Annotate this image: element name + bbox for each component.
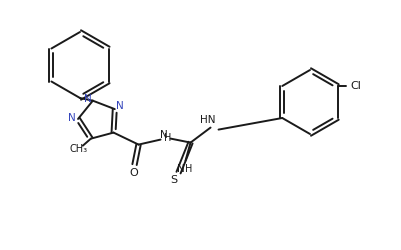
- Text: CH₃: CH₃: [70, 144, 88, 154]
- Text: HN: HN: [200, 114, 215, 124]
- Text: N: N: [160, 130, 168, 140]
- Text: H: H: [164, 132, 171, 142]
- Text: N: N: [68, 113, 76, 123]
- Text: S: S: [170, 174, 177, 184]
- Text: H: H: [185, 164, 192, 173]
- Text: N: N: [177, 164, 184, 173]
- Text: N: N: [84, 94, 92, 104]
- Text: N: N: [116, 101, 124, 111]
- Text: Cl: Cl: [350, 81, 361, 91]
- Text: O: O: [129, 168, 138, 177]
